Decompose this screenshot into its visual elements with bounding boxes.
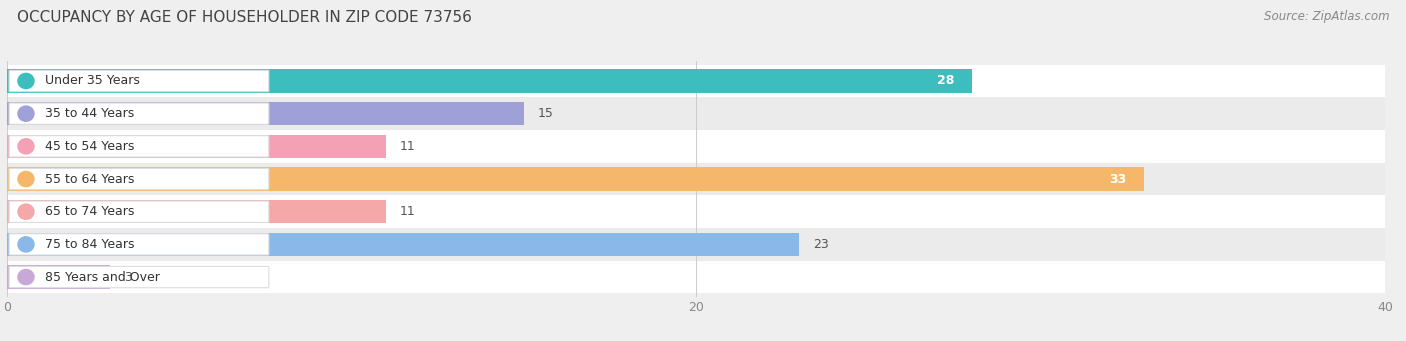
Text: OCCUPANCY BY AGE OF HOUSEHOLDER IN ZIP CODE 73756: OCCUPANCY BY AGE OF HOUSEHOLDER IN ZIP C… — [17, 10, 472, 25]
FancyBboxPatch shape — [8, 168, 269, 190]
Bar — [7, 69, 972, 93]
FancyBboxPatch shape — [8, 201, 269, 222]
Bar — [7, 97, 1385, 130]
Text: 85 Years and Over: 85 Years and Over — [45, 270, 160, 284]
Text: 75 to 84 Years: 75 to 84 Years — [45, 238, 135, 251]
Text: 11: 11 — [399, 205, 416, 218]
Text: 33: 33 — [1109, 173, 1126, 186]
Text: 28: 28 — [936, 74, 955, 88]
Bar — [7, 102, 524, 125]
FancyBboxPatch shape — [8, 70, 269, 92]
Circle shape — [18, 237, 34, 252]
Bar — [7, 265, 111, 289]
FancyBboxPatch shape — [8, 136, 269, 157]
Text: Under 35 Years: Under 35 Years — [45, 74, 139, 88]
Text: 23: 23 — [813, 238, 830, 251]
Circle shape — [18, 139, 34, 154]
Circle shape — [18, 204, 34, 219]
Text: 45 to 54 Years: 45 to 54 Years — [45, 140, 135, 153]
Text: 3: 3 — [124, 270, 132, 284]
Bar — [7, 200, 385, 223]
Bar — [7, 261, 1385, 293]
Circle shape — [18, 172, 34, 187]
Bar — [7, 135, 385, 158]
Text: 15: 15 — [537, 107, 554, 120]
Text: Source: ZipAtlas.com: Source: ZipAtlas.com — [1264, 10, 1389, 23]
Text: 65 to 74 Years: 65 to 74 Years — [45, 205, 135, 218]
Bar — [7, 163, 1385, 195]
Bar — [7, 233, 799, 256]
Bar — [7, 228, 1385, 261]
Circle shape — [18, 106, 34, 121]
Circle shape — [18, 269, 34, 285]
Bar — [7, 167, 1144, 191]
Circle shape — [18, 73, 34, 89]
Text: 11: 11 — [399, 140, 416, 153]
Bar — [7, 130, 1385, 163]
FancyBboxPatch shape — [8, 234, 269, 255]
Bar — [7, 195, 1385, 228]
FancyBboxPatch shape — [8, 103, 269, 124]
Bar — [7, 65, 1385, 97]
Text: 55 to 64 Years: 55 to 64 Years — [45, 173, 135, 186]
FancyBboxPatch shape — [8, 266, 269, 288]
Text: 35 to 44 Years: 35 to 44 Years — [45, 107, 134, 120]
